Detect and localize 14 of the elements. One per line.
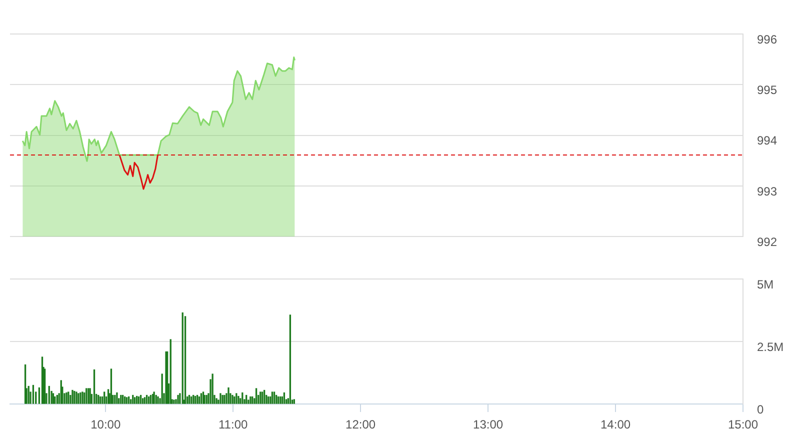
x-tick-label: 10:00 bbox=[90, 418, 121, 432]
y-tick-label: 2.5M bbox=[757, 340, 784, 354]
y-tick-label: 996 bbox=[757, 32, 778, 46]
y-tick-label: 995 bbox=[757, 82, 778, 97]
x-tick-label: 11:00 bbox=[218, 418, 248, 432]
y-tick-label: 994 bbox=[757, 134, 778, 148]
x-tick-label: 15:00 bbox=[728, 418, 758, 432]
x-tick-label: 12:00 bbox=[346, 418, 376, 432]
y-tick-label: 0 bbox=[757, 402, 764, 416]
y-tick-label: 5M bbox=[757, 277, 774, 292]
y-tick-label: 992 bbox=[757, 234, 778, 249]
x-tick-label: 14:00 bbox=[600, 418, 631, 432]
x-tick-label: 13:00 bbox=[473, 418, 504, 432]
y-tick-label: 993 bbox=[757, 184, 778, 198]
